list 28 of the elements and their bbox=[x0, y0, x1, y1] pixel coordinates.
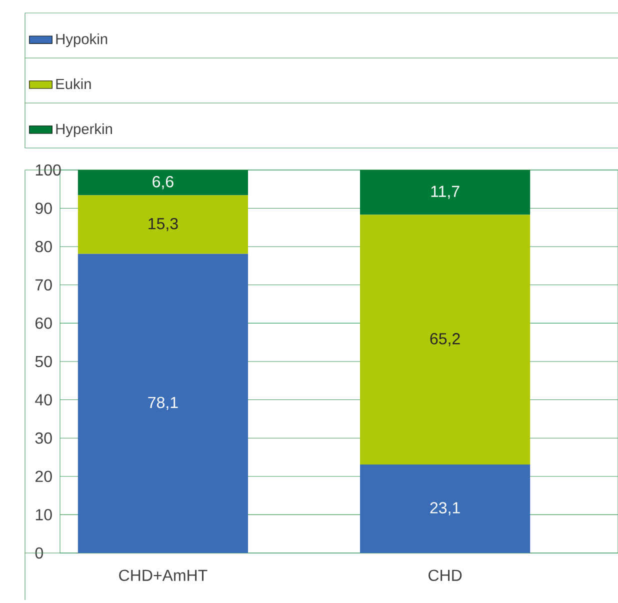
data-label: 15,3 bbox=[148, 218, 178, 232]
data-label: 6,6 bbox=[152, 176, 174, 190]
y-tick-label: 0 bbox=[35, 547, 43, 559]
y-tick-label: 100 bbox=[36, 164, 61, 176]
y-tick-label: 20 bbox=[36, 470, 52, 482]
bar bbox=[360, 214, 530, 465]
y-tick-label: 80 bbox=[35, 240, 52, 252]
legend-label: Eukin bbox=[56, 78, 91, 90]
y-tick-label: 90 bbox=[35, 202, 52, 214]
y-tick-label: 10 bbox=[36, 509, 52, 520]
y-tick-label: 70 bbox=[36, 279, 52, 291]
x-tick-label: CHD bbox=[428, 570, 462, 582]
y-tick-label: 50 bbox=[35, 356, 52, 368]
bar bbox=[360, 464, 530, 553]
y-tick-label: 30 bbox=[35, 432, 52, 444]
bar bbox=[78, 195, 248, 254]
legend-label: Hypokin bbox=[56, 33, 108, 48]
legend-label: Hyperkin bbox=[56, 123, 112, 138]
y-tick-label: 60 bbox=[36, 318, 52, 329]
bar bbox=[360, 170, 530, 215]
data-label: 23,1 bbox=[430, 502, 460, 516]
bar bbox=[78, 254, 248, 553]
y-tick-label: 40 bbox=[35, 394, 52, 406]
data-label: 11,7 bbox=[431, 186, 460, 199]
data-label: 78,1 bbox=[148, 396, 178, 410]
x-tick-label: CHD+AmHT bbox=[119, 570, 208, 582]
bar bbox=[78, 170, 248, 196]
data-label: 65,2 bbox=[430, 333, 460, 346]
